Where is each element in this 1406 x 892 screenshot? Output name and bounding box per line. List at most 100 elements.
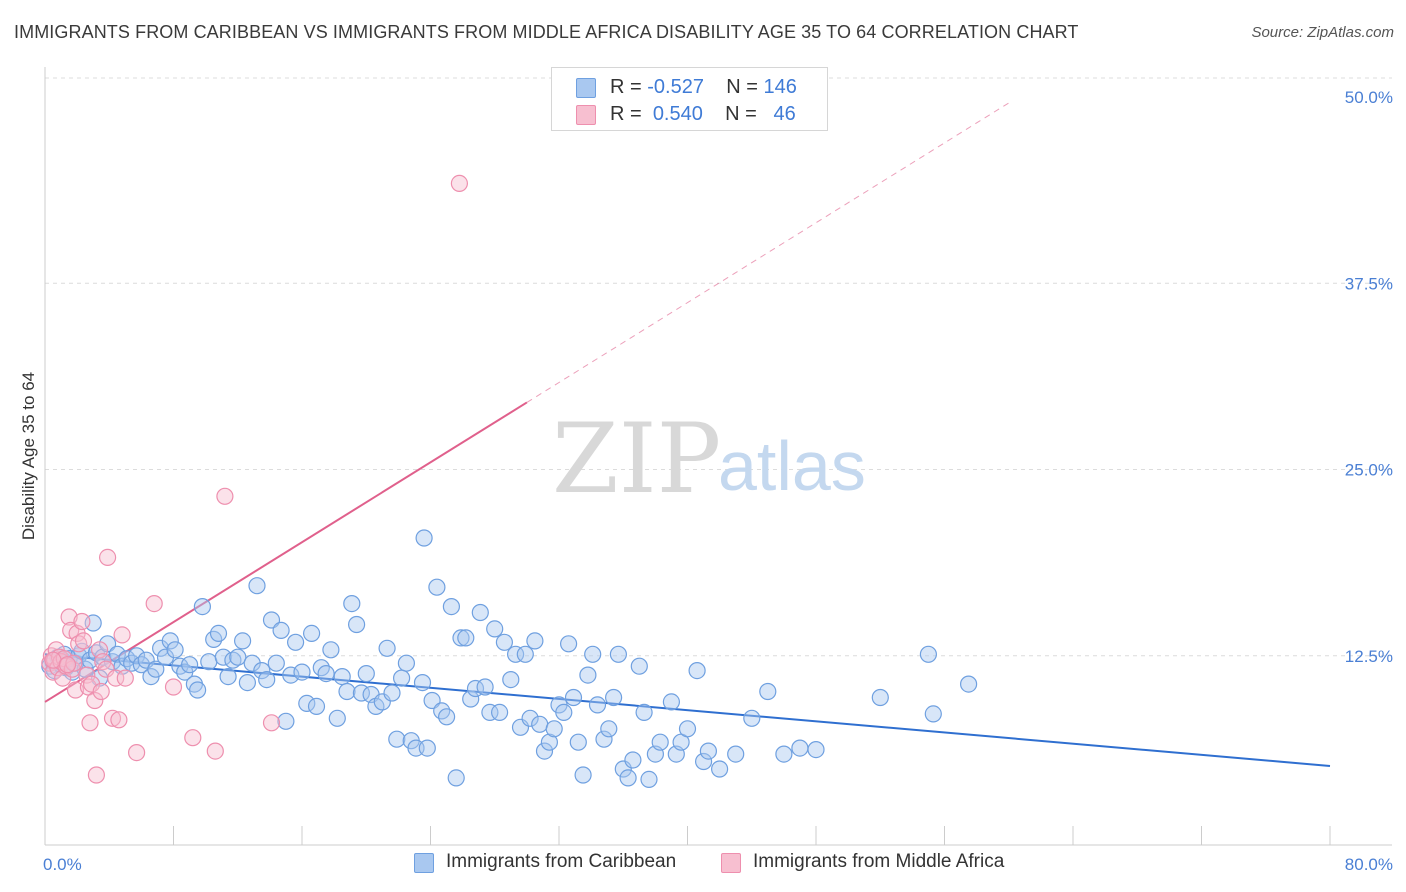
- point-caribbean: [307, 697, 326, 716]
- point-caribbean: [604, 688, 623, 707]
- point-caribbean: [545, 720, 563, 738]
- point-caribbean: [219, 667, 237, 686]
- series-legend: Immigrants from Caribbean Immigrants fro…: [0, 851, 1406, 877]
- point-caribbean: [224, 651, 242, 669]
- point-caribbean: [128, 647, 146, 665]
- point-caribbean: [338, 682, 356, 701]
- point-caribbean: [871, 688, 889, 707]
- point-caribbean: [476, 678, 494, 696]
- point-caribbean: [388, 730, 406, 748]
- point-caribbean: [791, 739, 809, 757]
- legend-r-label: R =: [610, 103, 642, 125]
- point-middle-africa: [450, 174, 468, 192]
- point-caribbean: [267, 654, 285, 672]
- legend-swatch-pink: [576, 105, 596, 125]
- point-middle-africa: [65, 654, 83, 672]
- point-caribbean: [238, 673, 256, 692]
- point-caribbean: [919, 645, 938, 663]
- point-caribbean: [322, 641, 340, 659]
- legend-n-value: 46: [773, 103, 796, 125]
- legend-n-label: N =: [726, 76, 758, 98]
- point-middle-africa: [110, 711, 128, 729]
- legend-r-value: 0.540: [652, 103, 703, 125]
- point-caribbean: [710, 760, 729, 778]
- point-middle-africa: [86, 691, 104, 710]
- legend-swatch-blue: [576, 78, 596, 98]
- point-caribbean: [457, 629, 475, 647]
- point-caribbean: [303, 624, 321, 643]
- point-middle-africa: [206, 742, 224, 760]
- point-middle-africa: [66, 681, 85, 699]
- point-caribbean: [383, 684, 401, 702]
- y-axis-label: Disability Age 35 to 64: [19, 372, 38, 540]
- point-caribbean: [193, 597, 211, 616]
- y-tick-label: 37.5%: [1345, 274, 1393, 293]
- point-caribbean: [521, 709, 539, 727]
- point-caribbean: [166, 641, 184, 659]
- point-caribbean: [393, 669, 411, 687]
- point-middle-africa: [73, 612, 91, 631]
- series-label: Immigrants from Middle Africa: [753, 851, 1005, 872]
- point-caribbean: [253, 661, 271, 680]
- point-caribbean: [415, 529, 433, 547]
- point-caribbean: [540, 733, 559, 751]
- legend-n-label: N =: [725, 103, 757, 125]
- point-caribbean: [564, 688, 583, 707]
- point-caribbean: [343, 594, 361, 613]
- y-tick-label: 50.0%: [1345, 88, 1393, 107]
- point-caribbean: [428, 578, 446, 596]
- point-caribbean: [619, 769, 637, 787]
- point-middle-africa: [145, 594, 163, 613]
- point-caribbean: [959, 675, 978, 693]
- point-caribbean: [555, 703, 573, 722]
- point-caribbean: [293, 663, 311, 681]
- point-caribbean: [234, 632, 252, 650]
- point-caribbean: [506, 645, 525, 663]
- trend-line-middle-africa-extension: [526, 102, 1010, 403]
- axes: [44, 67, 1392, 846]
- point-middle-africa: [128, 743, 146, 762]
- point-middle-africa: [184, 729, 202, 747]
- point-caribbean: [495, 633, 513, 651]
- point-caribbean: [282, 666, 300, 684]
- point-caribbean: [502, 670, 520, 689]
- point-caribbean: [258, 670, 276, 689]
- point-caribbean: [413, 673, 432, 692]
- point-caribbean: [378, 639, 396, 657]
- point-caribbean: [924, 705, 942, 723]
- point-caribbean: [600, 720, 618, 738]
- watermark: ZIP atlas: [552, 403, 866, 515]
- watermark-zip: ZIP: [552, 403, 721, 515]
- point-caribbean: [462, 690, 480, 708]
- point-caribbean: [471, 603, 489, 622]
- legend-r-label: R =: [610, 76, 642, 98]
- point-caribbean: [447, 769, 465, 787]
- point-caribbean: [640, 770, 658, 789]
- point-caribbean: [317, 664, 335, 683]
- point-caribbean: [651, 733, 669, 751]
- point-caribbean: [438, 708, 456, 726]
- point-caribbean: [333, 667, 351, 686]
- point-caribbean: [287, 633, 305, 651]
- legend-text: R = 0.540 N = 46: [610, 103, 796, 126]
- point-caribbean: [442, 597, 460, 616]
- point-caribbean: [481, 703, 499, 722]
- point-caribbean: [357, 664, 375, 683]
- point-caribbean: [214, 648, 232, 666]
- point-caribbean: [630, 657, 648, 675]
- legend-r-value: -0.527: [647, 76, 704, 98]
- point-middle-africa: [103, 709, 122, 727]
- point-caribbean: [584, 645, 602, 663]
- point-caribbean: [516, 645, 534, 663]
- point-middle-africa: [58, 656, 77, 674]
- point-caribbean: [181, 656, 199, 674]
- point-caribbean: [569, 733, 587, 751]
- x-tick-label: 80.0%: [1345, 855, 1393, 874]
- point-middle-africa: [44, 651, 62, 669]
- source-label: Source: ZipAtlas.com: [1251, 24, 1394, 41]
- point-caribbean: [452, 629, 470, 647]
- point-caribbean: [579, 666, 597, 684]
- series-swatch-pink: [721, 853, 741, 873]
- point-middle-africa: [113, 626, 131, 644]
